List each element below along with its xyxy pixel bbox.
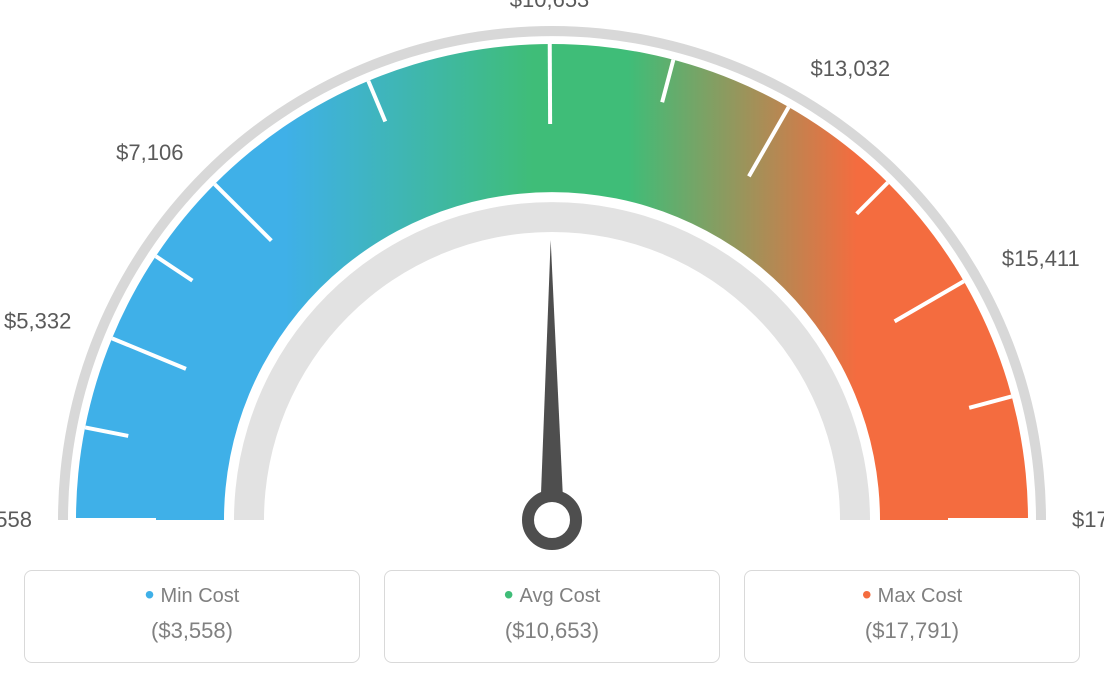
gauge-chart: $3,558 $5,332 $7,106 $10,653 $13,032 $15,411 $… xyxy=(0,0,1104,555)
max-cost-value: ($17,791) xyxy=(755,618,1069,644)
cost-gauge-container: $3,558 $5,332 $7,106 $10,653 $13,032 $15,411 $… xyxy=(0,0,1104,690)
min-cost-title-text: Min Cost xyxy=(160,585,239,607)
svg-text:$10,653: $10,653 xyxy=(510,0,590,12)
min-cost-value: ($3,558) xyxy=(35,618,349,644)
avg-cost-card: •Avg Cost ($10,653) xyxy=(384,570,720,663)
svg-text:$5,332: $5,332 xyxy=(4,309,71,334)
svg-text:$15,411: $15,411 xyxy=(1002,246,1080,271)
min-cost-title: •Min Cost xyxy=(35,585,349,608)
max-dot-icon: • xyxy=(862,579,872,610)
avg-cost-value: ($10,653) xyxy=(395,618,709,644)
min-cost-card: •Min Cost ($3,558) xyxy=(24,570,360,663)
min-dot-icon: • xyxy=(145,579,155,610)
legend-cards: •Min Cost ($3,558) •Avg Cost ($10,653) •… xyxy=(24,570,1080,663)
avg-cost-title: •Avg Cost xyxy=(395,585,709,608)
svg-text:$13,032: $13,032 xyxy=(811,56,891,81)
max-cost-card: •Max Cost ($17,791) xyxy=(744,570,1080,663)
svg-text:$17,791: $17,791 xyxy=(1072,507,1104,532)
avg-cost-title-text: Avg Cost xyxy=(520,585,601,607)
max-cost-title-text: Max Cost xyxy=(878,585,962,607)
avg-dot-icon: • xyxy=(504,579,514,610)
svg-text:$7,106: $7,106 xyxy=(116,140,183,165)
svg-text:$3,558: $3,558 xyxy=(0,507,32,532)
max-cost-title: •Max Cost xyxy=(755,585,1069,608)
